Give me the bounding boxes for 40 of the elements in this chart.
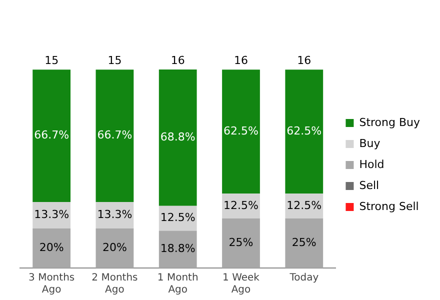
text: 16 — [297, 54, 312, 68]
text: 16 — [170, 54, 185, 67]
bar — [285, 70, 324, 194]
data-label: 12.5% — [286, 198, 322, 212]
data-label: 25% — [292, 236, 316, 250]
text: 15 — [108, 54, 122, 68]
x-tick-label: 1 Month Ago — [157, 272, 198, 296]
bar — [32, 70, 71, 202]
data-label: 18.8% — [160, 242, 196, 256]
data-label: 13.3% — [34, 208, 70, 222]
legend-label: Strong Sell — [359, 200, 419, 213]
bar — [158, 230, 197, 268]
bar — [96, 228, 134, 268]
bar — [158, 69, 197, 206]
bar — [32, 228, 71, 268]
text: 16 — [234, 54, 248, 68]
data-label: 20% — [39, 241, 64, 254]
data-label: 62.5% — [224, 124, 258, 138]
data-label: 68.8% — [160, 130, 196, 144]
data-label: 66.7% — [34, 128, 70, 142]
text: 15 — [44, 54, 59, 68]
data-label: 20% — [102, 241, 127, 254]
x-tick-label: Today — [288, 272, 319, 284]
data-label: 13.3% — [97, 208, 132, 222]
legend-label: Strong Buy — [359, 116, 420, 129]
bar — [222, 70, 260, 194]
data-label: 62.5% — [286, 124, 322, 138]
bar — [285, 218, 324, 268]
legend-label: Sell — [359, 178, 380, 192]
bar — [96, 70, 134, 202]
x-tick-label: 2 Months Ago — [92, 272, 138, 296]
x-tick-label: 1 Week Ago — [222, 272, 260, 296]
data-label: 12.5% — [224, 198, 258, 212]
data-label: 66.7% — [97, 128, 132, 142]
legend-label: Hold — [359, 158, 384, 171]
x-tick-label: 3 Months Ago — [28, 272, 75, 296]
data-label: 12.5% — [160, 211, 196, 224]
data-label: 25% — [228, 236, 254, 250]
bar — [222, 218, 260, 268]
legend-label: Buy — [359, 136, 381, 150]
